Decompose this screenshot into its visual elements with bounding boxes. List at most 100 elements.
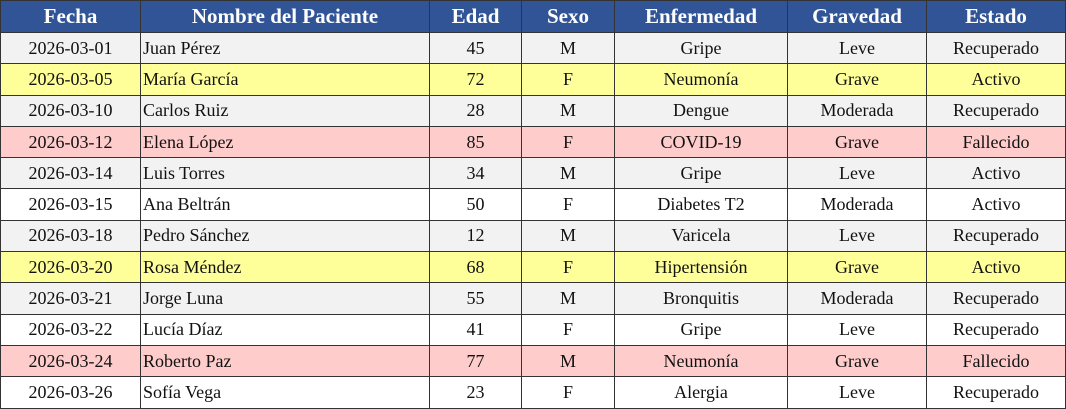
table-cell: 2026-03-20 <box>0 251 141 284</box>
column-header: Estado <box>926 0 1066 33</box>
table-cell: 12 <box>429 219 522 253</box>
table-cell: Grave <box>787 125 927 159</box>
table-cell: COVID-19 <box>614 125 788 159</box>
table-cell: Leve <box>787 219 927 253</box>
table-cell: Fallecido <box>926 125 1066 159</box>
table-row: 2026-03-18 Pedro Sánchez 12 M Varicela Leve Re… <box>0 219 1066 253</box>
table-cell: 2026-03-10 <box>0 94 141 127</box>
table-cell: Jorge Luna <box>140 282 430 315</box>
table-cell: 28 <box>429 94 522 127</box>
table-cell: Dengue <box>614 94 788 127</box>
table-cell: Leve <box>787 376 927 409</box>
table-cell: 41 <box>429 313 522 346</box>
table-cell: F <box>521 376 615 409</box>
table-cell: Fallecido <box>926 344 1066 378</box>
table-cell: Pedro Sánchez <box>140 219 430 253</box>
table-cell: Recuperado <box>926 31 1066 65</box>
table-row: 2026-03-26 Sofía Vega 23 F Alergia Leve Recupe… <box>0 376 1066 409</box>
table-cell: Gripe <box>614 157 788 190</box>
table-cell: 2026-03-18 <box>0 219 141 253</box>
table-cell: 2026-03-01 <box>0 31 141 65</box>
table-cell: 50 <box>429 188 522 221</box>
table-cell: 2026-03-21 <box>0 282 141 315</box>
table-cell: Grave <box>787 251 927 284</box>
table-row: 2026-03-12 Elena López 85 F COVID-19 Grave Fal… <box>0 125 1066 159</box>
table-cell: Gripe <box>614 31 788 65</box>
table-cell: Leve <box>787 157 927 190</box>
table-cell: Elena López <box>140 125 430 159</box>
table-row: 2026-03-22 Lucía Díaz 41 F Gripe Leve Recupera… <box>0 313 1066 346</box>
table-cell: 2026-03-26 <box>0 376 141 409</box>
table-cell: Varicela <box>614 219 788 253</box>
table-body: 2026-03-01 Juan Pérez 45 M Gripe Leve Recupera… <box>0 31 1066 409</box>
table-cell: Grave <box>787 63 927 96</box>
table-cell: 34 <box>429 157 522 190</box>
table-cell: 2026-03-14 <box>0 157 141 190</box>
table-cell: 72 <box>429 63 522 96</box>
table-cell: Neumonía <box>614 344 788 378</box>
table-row: 2026-03-01 Juan Pérez 45 M Gripe Leve Recupera… <box>0 31 1066 65</box>
table-row: 2026-03-15 Ana Beltrán 50 F Diabetes T2 Moder… <box>0 188 1066 221</box>
table-cell: M <box>521 344 615 378</box>
column-header: Gravedad <box>787 0 927 33</box>
table-cell: Recuperado <box>926 94 1066 127</box>
table-header: Fecha Nombre del Paciente Edad Sexo Enfermed… <box>0 0 1066 33</box>
table-cell: 55 <box>429 282 522 315</box>
column-header: Nombre del Paciente <box>140 0 430 33</box>
header-row: Fecha Nombre del Paciente Edad Sexo Enfermed… <box>0 0 1066 33</box>
table-cell: Activo <box>926 188 1066 221</box>
table-cell: 85 <box>429 125 522 159</box>
table-cell: 23 <box>429 376 522 409</box>
table-cell: Luis Torres <box>140 157 430 190</box>
table-cell: M <box>521 219 615 253</box>
table-cell: Ana Beltrán <box>140 188 430 221</box>
table-cell: M <box>521 282 615 315</box>
table-cell: Recuperado <box>926 313 1066 346</box>
table-cell: F <box>521 188 615 221</box>
table-row: 2026-03-21 Jorge Luna 55 M Bronquitis Moderad… <box>0 282 1066 315</box>
table-cell: Carlos Ruiz <box>140 94 430 127</box>
table-row: 2026-03-20 Rosa Méndez 68 F Hipertensión Grav… <box>0 251 1066 284</box>
table-cell: Moderada <box>787 94 927 127</box>
table-cell: M <box>521 31 615 65</box>
table-cell: Leve <box>787 31 927 65</box>
table-row: 2026-03-05 María García 72 F Neumonía Grave Ac… <box>0 63 1066 96</box>
table-cell: 2026-03-15 <box>0 188 141 221</box>
table-cell: Recuperado <box>926 376 1066 409</box>
table-cell: Gripe <box>614 313 788 346</box>
table-cell: Neumonía <box>614 63 788 96</box>
table-cell: Recuperado <box>926 219 1066 253</box>
table-row: 2026-03-14 Luis Torres 34 M Gripe Leve Activo <box>0 157 1066 190</box>
table-cell: Hipertensión <box>614 251 788 284</box>
table-cell: Bronquitis <box>614 282 788 315</box>
table-cell: 2026-03-24 <box>0 344 141 378</box>
table-cell: F <box>521 125 615 159</box>
table-cell: Grave <box>787 344 927 378</box>
column-header: Edad <box>429 0 522 33</box>
table-cell: Activo <box>926 63 1066 96</box>
table-cell: Moderada <box>787 282 927 315</box>
table-cell: M <box>521 157 615 190</box>
table-cell: Alergia <box>614 376 788 409</box>
table-cell: Sofía Vega <box>140 376 430 409</box>
table-cell: F <box>521 63 615 96</box>
table-cell: 77 <box>429 344 522 378</box>
table-cell: Recuperado <box>926 282 1066 315</box>
table-cell: F <box>521 251 615 284</box>
table-cell: Rosa Méndez <box>140 251 430 284</box>
table-cell: 2026-03-22 <box>0 313 141 346</box>
column-header: Enfermedad <box>614 0 788 33</box>
table-cell: M <box>521 94 615 127</box>
table-cell: Roberto Paz <box>140 344 430 378</box>
table-row: 2026-03-10 Carlos Ruiz 28 M Dengue Moderada Re… <box>0 94 1066 127</box>
table-cell: Moderada <box>787 188 927 221</box>
table-cell: 2026-03-05 <box>0 63 141 96</box>
table-cell: Activo <box>926 157 1066 190</box>
table-cell: Activo <box>926 251 1066 284</box>
table-cell: Leve <box>787 313 927 346</box>
table-cell: Diabetes T2 <box>614 188 788 221</box>
table-row: 2026-03-24 Roberto Paz 77 M Neumonía Grave Fal… <box>0 344 1066 378</box>
table-cell: F <box>521 313 615 346</box>
